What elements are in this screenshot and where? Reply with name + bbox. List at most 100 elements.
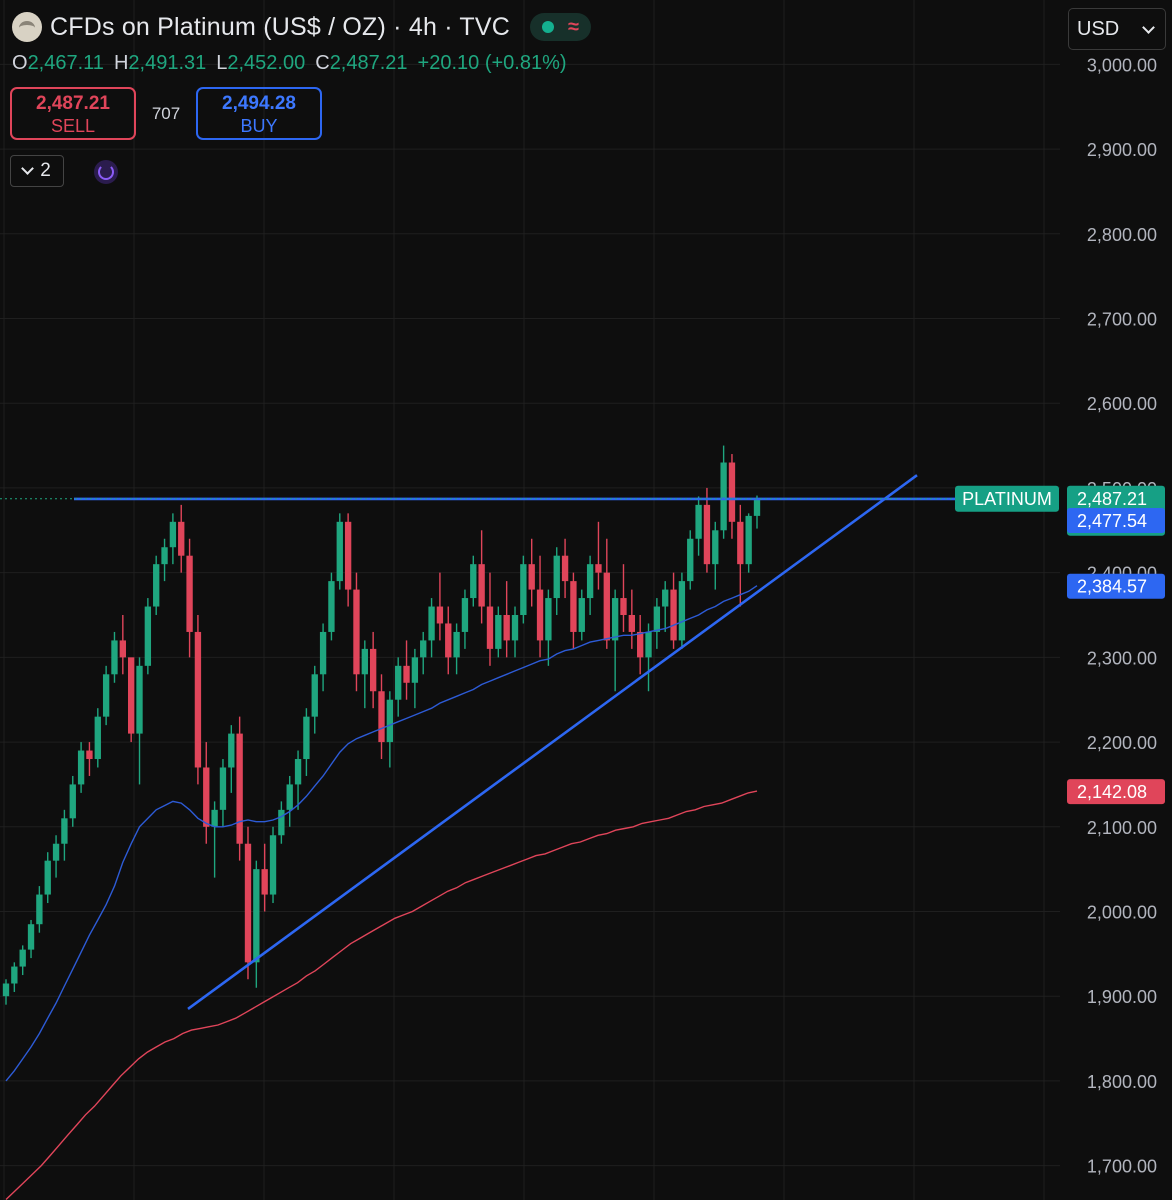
- candle: [578, 589, 585, 641]
- price-tag-2: 2,384.57: [1077, 577, 1147, 597]
- candle: [36, 886, 43, 933]
- candle: [278, 801, 285, 844]
- candle: [161, 538, 168, 582]
- candle-body: [203, 767, 210, 827]
- candle-body: [244, 843, 252, 963]
- candle: [511, 606, 519, 658]
- low-value: 2,452.00: [227, 52, 306, 74]
- price-tag-3-bg: [1067, 779, 1165, 805]
- candle-body: [153, 564, 160, 607]
- candle: [662, 581, 669, 632]
- candle-body: [703, 504, 711, 565]
- candle-body: [319, 631, 327, 675]
- candle: [111, 631, 118, 683]
- trade-panel: 2,487.21 SELL 707 2,494.28 BUY: [10, 87, 322, 140]
- open-label: O: [12, 52, 28, 74]
- candle: [503, 581, 510, 658]
- candle-body: [678, 581, 686, 641]
- candle-body: [420, 640, 427, 658]
- candle: [344, 513, 352, 607]
- candle-body: [219, 767, 227, 810]
- candle-body: [728, 462, 736, 522]
- candle-body: [745, 515, 752, 565]
- candle-body: [637, 631, 644, 658]
- candle: [395, 657, 402, 717]
- candle: [595, 521, 602, 590]
- candle: [303, 708, 310, 776]
- market-status-pill[interactable]: ≈: [530, 13, 592, 41]
- candle: [703, 487, 711, 573]
- candle: [561, 538, 569, 599]
- candle-body: [52, 843, 60, 861]
- candle-body: [378, 691, 385, 743]
- candle: [169, 513, 177, 565]
- price-axis[interactable]: 1,700.00 1,800.00 1,900.00 2,000.00 2,100.00…: [1087, 55, 1157, 1176]
- candle: [219, 759, 227, 827]
- candle-body: [428, 606, 435, 641]
- candle-body: [628, 615, 636, 632]
- buy-button[interactable]: 2,494.28 BUY: [196, 87, 322, 140]
- candle: [620, 564, 627, 632]
- candle-body: [453, 631, 460, 658]
- candle-body: [386, 699, 394, 743]
- candle-body: [311, 674, 318, 717]
- candle: [712, 521, 719, 590]
- candle-body: [19, 949, 26, 967]
- candle-body: [662, 589, 669, 607]
- candle-body: [36, 894, 43, 925]
- price-tag-3: 2,142.08: [1077, 782, 1147, 802]
- candle-body: [169, 521, 177, 548]
- candle: [570, 572, 577, 649]
- candle: [77, 742, 85, 793]
- high-value: 2,491.31: [128, 52, 207, 74]
- candle: [645, 623, 652, 692]
- candle: [311, 665, 318, 734]
- price-tick-label: 2,100.00: [1087, 818, 1157, 838]
- candle: [536, 555, 544, 658]
- candle: [27, 919, 35, 959]
- candle: [228, 725, 235, 793]
- sync-button[interactable]: [94, 160, 118, 184]
- candle-body: [286, 784, 293, 810]
- candle: [286, 775, 293, 827]
- candle-body: [144, 606, 152, 666]
- chart-header: CFDs on Platinum (US$ / OZ) · 4h · TVC ≈…: [0, 0, 1060, 200]
- price-tick-label: 2,000.00: [1087, 903, 1157, 923]
- candle: [428, 598, 435, 658]
- candle: [453, 623, 460, 675]
- candle-body: [695, 504, 702, 539]
- candle-body: [720, 462, 727, 531]
- candle: [69, 775, 76, 827]
- candle: [178, 504, 185, 573]
- ohlc-legend: O2,467.11 H2,491.31 L2,452.00 C2,487.21 …: [12, 52, 567, 75]
- indicators-toggle-button[interactable]: 2: [10, 155, 64, 187]
- candle: [261, 843, 268, 912]
- buy-price: 2,494.28: [222, 93, 296, 114]
- candle: [194, 615, 202, 785]
- candle: [328, 572, 335, 641]
- candle-body: [61, 818, 68, 844]
- candle-body: [278, 809, 285, 836]
- candle: [127, 657, 135, 743]
- candle: [353, 572, 360, 692]
- candle-body: [344, 521, 352, 590]
- sell-button[interactable]: 2,487.21 SELL: [10, 87, 136, 140]
- candle: [670, 572, 677, 649]
- candle: [420, 631, 427, 675]
- candle: [745, 513, 752, 573]
- overlay-lines: [0, 474, 1060, 1200]
- candle-body: [361, 648, 368, 675]
- candle: [737, 504, 744, 607]
- support-trendline: [187, 474, 918, 1010]
- sell-price: 2,487.21: [36, 93, 110, 114]
- currency-select[interactable]: USD: [1068, 8, 1166, 50]
- candle: [52, 835, 60, 878]
- spread-value: 707: [151, 103, 181, 123]
- price-tag-1: 2,477.54: [1077, 511, 1147, 531]
- symbol-tag: PLATINUM: [962, 489, 1052, 509]
- candle-body: [753, 498, 761, 516]
- price-tick-label: 2,200.00: [1087, 733, 1157, 753]
- close-value: 2,487.21: [329, 52, 408, 74]
- symbol-title[interactable]: CFDs on Platinum (US$ / OZ) · 4h · TVC: [50, 12, 511, 41]
